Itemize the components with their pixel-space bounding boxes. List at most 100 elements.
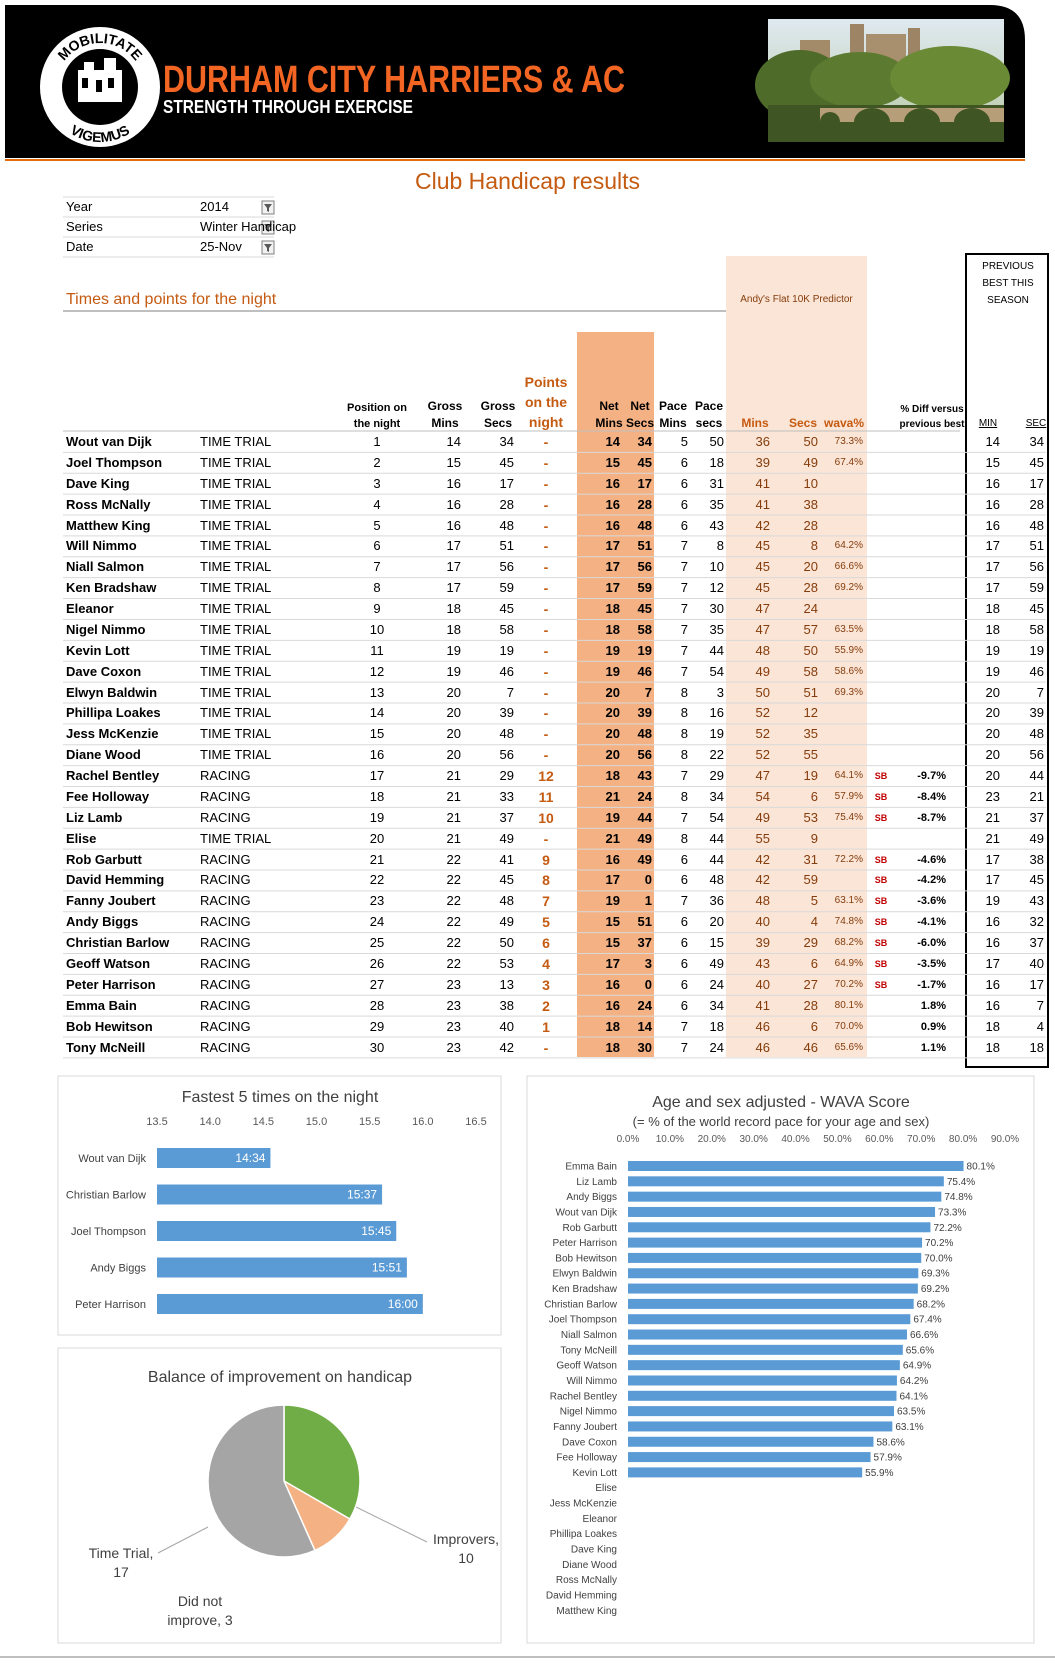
filter-value: Winter Handicap bbox=[200, 219, 297, 234]
table-cell: TIME TRIAL bbox=[200, 517, 272, 533]
table-cell: 48 bbox=[709, 872, 724, 888]
filter-label: Year bbox=[66, 199, 93, 214]
y-tick-label: Christian Barlow bbox=[544, 1299, 618, 1310]
table-cell: RACING bbox=[200, 976, 251, 992]
table-cell: 24 bbox=[803, 601, 818, 617]
table-cell: 6 bbox=[373, 538, 381, 554]
table-cell: 6 bbox=[680, 454, 688, 470]
table-cell: 18 bbox=[985, 621, 1000, 637]
y-tick-label: Joel Thompson bbox=[71, 1226, 146, 1238]
table-cell: 23 bbox=[446, 1018, 461, 1034]
table-cell: Tony McNeill bbox=[66, 1039, 146, 1055]
leader-line bbox=[157, 1526, 209, 1554]
table-cell: 49 bbox=[499, 914, 514, 930]
bar bbox=[628, 1360, 900, 1371]
table-cell: 19 bbox=[709, 726, 724, 742]
bar bbox=[628, 1161, 964, 1171]
table-cell: 7 bbox=[680, 1018, 688, 1034]
table-cell: 19 bbox=[985, 663, 1000, 679]
table-cell: 43 bbox=[637, 768, 652, 784]
table-cell: 22 bbox=[446, 872, 461, 888]
filter-label: Series bbox=[66, 219, 103, 234]
table-cell: 15 bbox=[369, 726, 385, 742]
table-cell: 41 bbox=[499, 851, 514, 867]
x-tick-label: 50.0% bbox=[823, 1134, 851, 1145]
table-cell: TIME TRIAL bbox=[200, 434, 272, 449]
table-cell: 16 bbox=[709, 705, 724, 721]
table-cell: Will Nimmo bbox=[66, 538, 137, 554]
x-tick-label: 10.0% bbox=[656, 1134, 684, 1145]
table-cell: - bbox=[543, 454, 549, 471]
table-cell: 46 bbox=[1029, 663, 1044, 679]
table-cell: 7 bbox=[1036, 684, 1044, 700]
table-cell: 37 bbox=[637, 935, 652, 951]
table-cell: 48 bbox=[637, 517, 652, 533]
table-cell: 16 bbox=[605, 851, 620, 867]
table-cell: 2 bbox=[373, 454, 381, 470]
table-cell: 19 bbox=[369, 809, 385, 825]
table-cell: 35 bbox=[709, 496, 724, 512]
table-cell: 43 bbox=[1029, 893, 1044, 909]
table-cell: 67.4% bbox=[834, 456, 863, 468]
table-cell: 50 bbox=[755, 684, 770, 700]
table-cell: - bbox=[543, 434, 549, 450]
table-cell: 11 bbox=[538, 788, 554, 805]
x-tick-label: 90.0% bbox=[991, 1134, 1019, 1145]
table-cell: 46 bbox=[755, 1039, 770, 1055]
table-cell: 3 bbox=[716, 684, 724, 700]
table-cell: TIME TRIAL bbox=[200, 621, 272, 637]
x-tick-label: 14.0 bbox=[199, 1116, 220, 1128]
table-cell: 12 bbox=[709, 580, 724, 596]
table-cell: 40 bbox=[755, 976, 770, 992]
table-cell: 48 bbox=[1029, 517, 1044, 533]
table-cell: 10 bbox=[369, 621, 385, 637]
leader-line bbox=[347, 1502, 428, 1543]
table-cell: 6 bbox=[680, 956, 688, 971]
motto-bottom: VIGEMUS bbox=[68, 122, 132, 146]
table-cell: 58 bbox=[499, 621, 514, 637]
table-cell: 21 bbox=[446, 788, 461, 804]
table-cell: 20 bbox=[605, 705, 620, 721]
table-cell: 20 bbox=[446, 726, 461, 742]
table-cell: 7 bbox=[680, 580, 688, 596]
table-cell: Fanny Joubert bbox=[66, 893, 156, 909]
table-cell: 23 bbox=[446, 1039, 461, 1055]
table-cell: 74.8% bbox=[834, 916, 863, 928]
table-cell: 39 bbox=[755, 454, 770, 470]
table-cell: 56 bbox=[637, 559, 652, 575]
table-cell: 45 bbox=[499, 872, 514, 888]
table-cell: - bbox=[543, 726, 549, 743]
table-cell: 0 bbox=[644, 976, 652, 992]
table-cell: 16 bbox=[985, 475, 1000, 491]
table-cell: 8 bbox=[373, 580, 381, 596]
table-cell: 2 bbox=[542, 997, 550, 1014]
table-cell: 30 bbox=[709, 601, 724, 617]
value-label: 63.5% bbox=[897, 1407, 925, 1418]
table-cell: 43 bbox=[709, 517, 724, 533]
y-tick-label: Niall Salmon bbox=[561, 1330, 617, 1341]
table-cell: 52 bbox=[755, 705, 770, 721]
table-cell: 55 bbox=[755, 830, 770, 846]
table-cell: 11 bbox=[370, 642, 384, 658]
club-name: DURHAM CITY HARRIERS & AC bbox=[163, 59, 625, 101]
y-tick-label: Rob Garbutt bbox=[563, 1223, 618, 1234]
table-cell: 28 bbox=[803, 517, 818, 533]
table-cell: TIME TRIAL bbox=[200, 538, 272, 554]
table-cell: - bbox=[543, 559, 549, 576]
table-cell: 55 bbox=[803, 747, 818, 763]
table-cell: 20 bbox=[985, 747, 1000, 763]
table-cell: 7 bbox=[680, 642, 688, 658]
table-cell: 16 bbox=[985, 496, 1000, 512]
table-cell: 46 bbox=[637, 663, 652, 679]
value-label: 15:45 bbox=[361, 1224, 391, 1238]
table-cell: SB bbox=[874, 938, 888, 949]
table-cell: 58 bbox=[803, 663, 818, 679]
table-cell: 6 bbox=[680, 914, 688, 930]
table-cell: 14 bbox=[369, 705, 385, 721]
table-cell: SB bbox=[874, 854, 888, 865]
table-cell: 52 bbox=[755, 747, 770, 763]
table-cell: 15 bbox=[709, 935, 724, 951]
table-cell: 16 bbox=[985, 935, 1000, 951]
table-cell: 44 bbox=[1029, 768, 1044, 784]
chart-frame bbox=[526, 1075, 1035, 1644]
